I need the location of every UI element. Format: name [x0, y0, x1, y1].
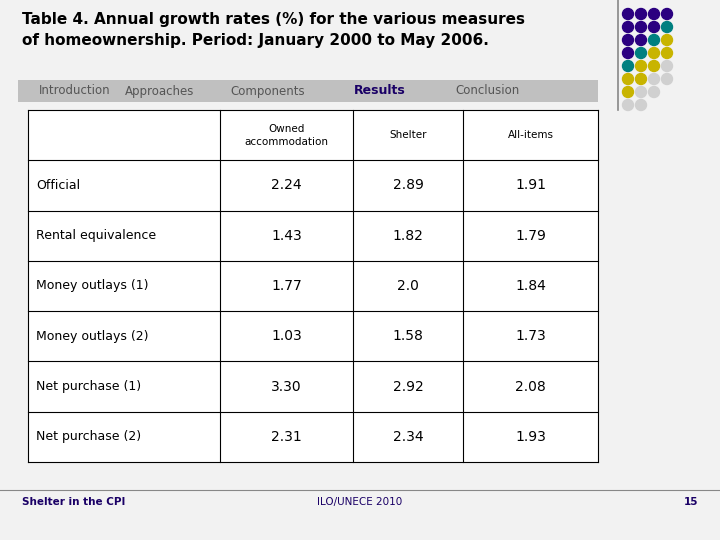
Circle shape — [662, 73, 672, 84]
Text: Introduction: Introduction — [39, 84, 111, 98]
Text: 1.91: 1.91 — [515, 178, 546, 192]
Circle shape — [636, 99, 647, 111]
Circle shape — [662, 22, 672, 32]
Text: 1.84: 1.84 — [515, 279, 546, 293]
Bar — [18, 80, 598, 102]
Text: 2.0: 2.0 — [397, 279, 419, 293]
Text: 1.93: 1.93 — [515, 430, 546, 444]
Text: of homeownership. Period: January 2000 to May 2006.: of homeownership. Period: January 2000 t… — [22, 33, 489, 48]
Text: 1.03: 1.03 — [271, 329, 302, 343]
Text: Shelter in the CPI: Shelter in the CPI — [22, 497, 125, 507]
Circle shape — [636, 9, 647, 19]
Bar — [28, 110, 598, 462]
Circle shape — [662, 48, 672, 58]
Text: 1.79: 1.79 — [515, 229, 546, 242]
Text: Rental equivalence: Rental equivalence — [36, 229, 156, 242]
Text: All-items: All-items — [508, 130, 554, 140]
Circle shape — [662, 9, 672, 19]
Text: Conclusion: Conclusion — [456, 84, 520, 98]
Circle shape — [623, 22, 634, 32]
Text: 2.24: 2.24 — [271, 178, 302, 192]
Text: Owned
accommodation: Owned accommodation — [245, 124, 328, 147]
Text: Money outlays (2): Money outlays (2) — [36, 330, 148, 343]
Text: 3.30: 3.30 — [271, 380, 302, 394]
Circle shape — [623, 86, 634, 98]
Circle shape — [649, 35, 660, 45]
Circle shape — [623, 48, 634, 58]
Circle shape — [636, 60, 647, 71]
Circle shape — [636, 48, 647, 58]
Text: 15: 15 — [683, 497, 698, 507]
Text: 2.31: 2.31 — [271, 430, 302, 444]
Circle shape — [649, 48, 660, 58]
Circle shape — [636, 35, 647, 45]
Text: 1.73: 1.73 — [515, 329, 546, 343]
Text: 2.89: 2.89 — [392, 178, 423, 192]
Circle shape — [623, 60, 634, 71]
Circle shape — [649, 86, 660, 98]
Text: Results: Results — [354, 84, 406, 98]
Text: 1.77: 1.77 — [271, 279, 302, 293]
Text: Money outlays (1): Money outlays (1) — [36, 280, 148, 293]
Circle shape — [662, 60, 672, 71]
Text: 2.08: 2.08 — [515, 380, 546, 394]
Text: Shelter: Shelter — [390, 130, 427, 140]
Circle shape — [623, 99, 634, 111]
Circle shape — [649, 73, 660, 84]
Circle shape — [623, 35, 634, 45]
Text: 1.82: 1.82 — [392, 229, 423, 242]
Text: Approaches: Approaches — [125, 84, 194, 98]
Text: Table 4. Annual growth rates (%) for the various measures: Table 4. Annual growth rates (%) for the… — [22, 12, 525, 27]
Circle shape — [649, 60, 660, 71]
Text: Official: Official — [36, 179, 80, 192]
Text: ILO/UNECE 2010: ILO/UNECE 2010 — [318, 497, 402, 507]
Text: 1.43: 1.43 — [271, 229, 302, 242]
Circle shape — [623, 9, 634, 19]
Text: Net purchase (1): Net purchase (1) — [36, 380, 141, 393]
Circle shape — [636, 22, 647, 32]
Circle shape — [623, 73, 634, 84]
Text: 2.34: 2.34 — [392, 430, 423, 444]
Circle shape — [636, 86, 647, 98]
Circle shape — [649, 22, 660, 32]
Text: 2.92: 2.92 — [392, 380, 423, 394]
Text: Components: Components — [230, 84, 305, 98]
Circle shape — [662, 35, 672, 45]
Circle shape — [636, 73, 647, 84]
Text: Net purchase (2): Net purchase (2) — [36, 430, 141, 443]
Text: 1.58: 1.58 — [392, 329, 423, 343]
Circle shape — [649, 9, 660, 19]
